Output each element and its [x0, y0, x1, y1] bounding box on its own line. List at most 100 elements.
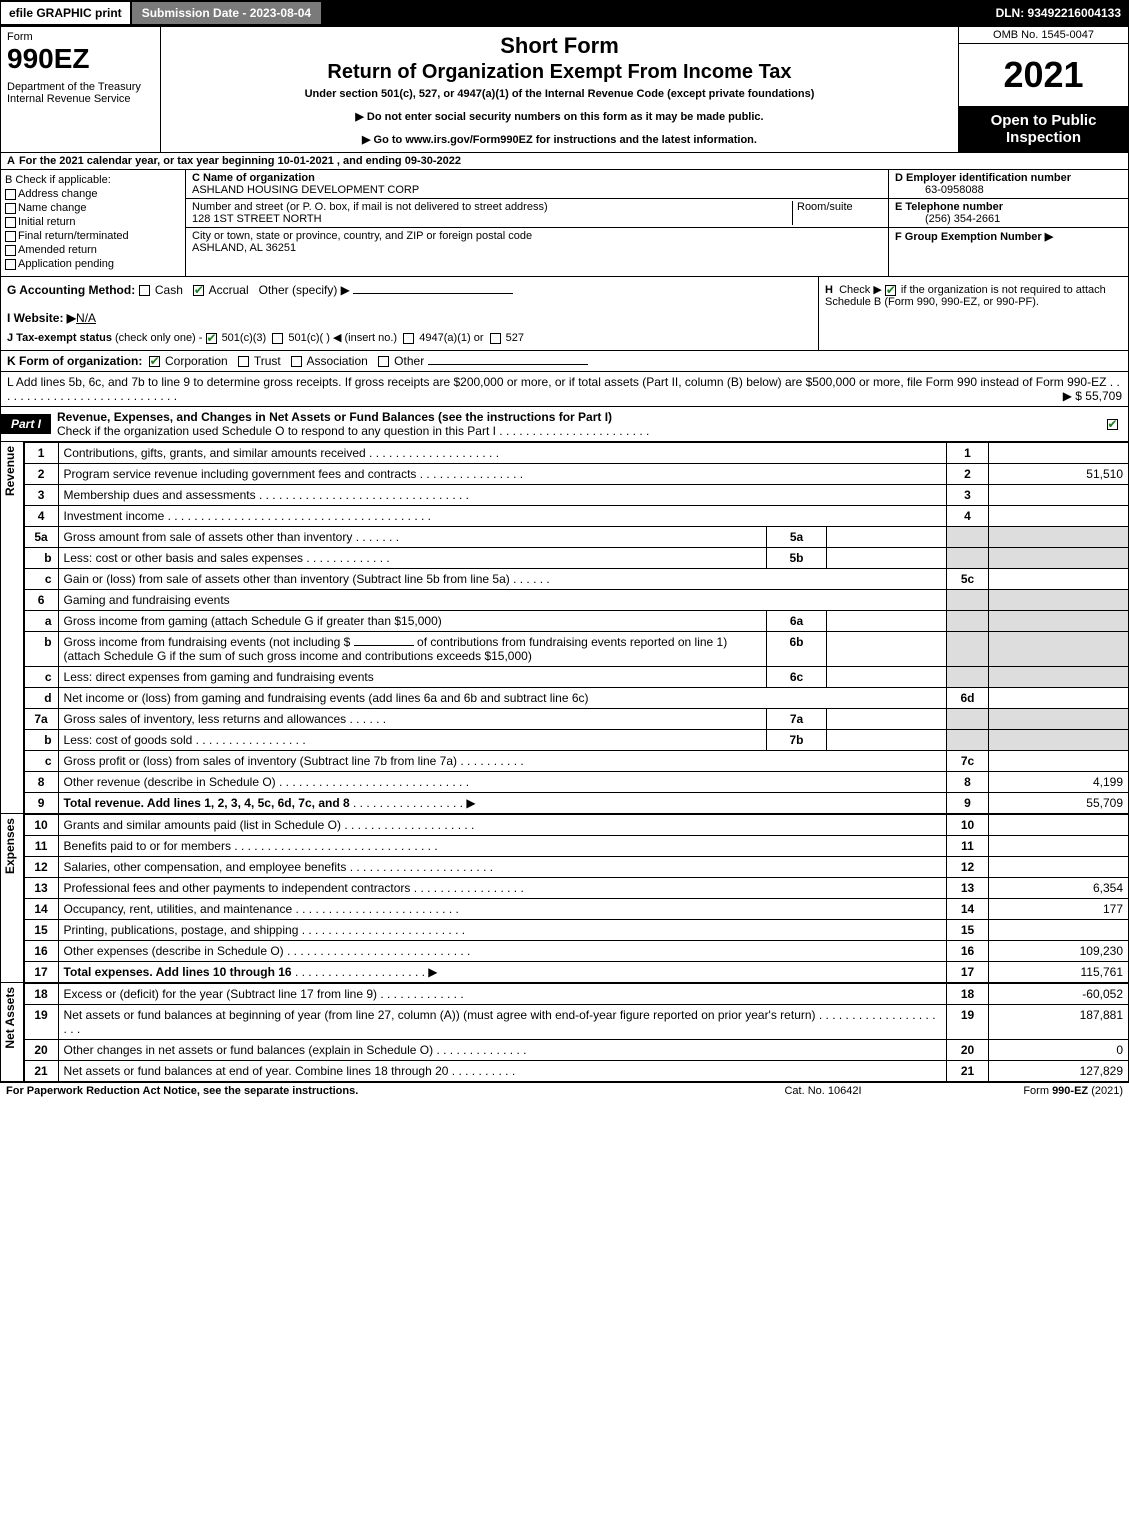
chk-schedule-o[interactable] [1107, 419, 1118, 430]
chk-amended-return[interactable]: Amended return [5, 244, 181, 256]
line-17: 17Total expenses. Add lines 10 through 1… [24, 962, 1128, 983]
chk-corporation[interactable] [149, 356, 160, 367]
title-return: Return of Organization Exempt From Incom… [167, 61, 952, 84]
chk-schedule-b[interactable] [885, 285, 896, 296]
chk-address-change[interactable]: Address change [5, 188, 181, 200]
tax-year: 2021 [959, 44, 1128, 106]
c-city-label: City or town, state or province, country… [192, 230, 882, 242]
c-name-label: C Name of organization [192, 172, 882, 184]
line-6a: aGross income from gaming (attach Schedu… [24, 611, 1128, 632]
line-16: 16Other expenses (describe in Schedule O… [24, 941, 1128, 962]
line-12: 12Salaries, other compensation, and empl… [24, 857, 1128, 878]
line-6: 6Gaming and fundraising events [24, 590, 1128, 611]
footer-left: For Paperwork Reduction Act Notice, see … [6, 1085, 723, 1097]
phone-value: (256) 354-2661 [895, 213, 1122, 225]
chk-accrual[interactable] [193, 285, 204, 296]
chk-cash[interactable] [139, 285, 150, 296]
line-5c: cGain or (loss) from sale of assets othe… [24, 569, 1128, 590]
line-4: 4Investment income . . . . . . . . . . .… [24, 506, 1128, 527]
chk-name-change[interactable]: Name change [5, 202, 181, 214]
submission-date: Submission Date - 2023-08-04 [131, 1, 322, 25]
line-7b: bLess: cost of goods sold . . . . . . . … [24, 730, 1128, 751]
part-i-bar: Part I [1, 414, 51, 434]
line-7c: cGross profit or (loss) from sales of in… [24, 751, 1128, 772]
line-1: 1Contributions, gifts, grants, and simil… [24, 443, 1128, 464]
chk-other-org[interactable] [378, 356, 389, 367]
line-11: 11Benefits paid to or for members . . . … [24, 836, 1128, 857]
column-def: D Employer identification number 63-0958… [888, 170, 1128, 276]
line-18: 18Excess or (deficit) for the year (Subt… [24, 984, 1128, 1005]
net-assets-side-label: Net Assets [0, 983, 24, 1082]
line-15: 15Printing, publications, postage, and s… [24, 920, 1128, 941]
part-i-header: Part I Revenue, Expenses, and Changes in… [0, 407, 1129, 442]
line-5a: 5aGross amount from sale of assets other… [24, 527, 1128, 548]
subtitle: Under section 501(c), 527, or 4947(a)(1)… [167, 88, 952, 100]
department-label: Department of the Treasury Internal Reve… [7, 81, 154, 105]
line-21: 21Net assets or fund balances at end of … [24, 1061, 1128, 1082]
expenses-table: 10Grants and similar amounts paid (list … [24, 814, 1129, 983]
open-to-public: Open to Public Inspection [959, 106, 1128, 152]
org-name: ASHLAND HOUSING DEVELOPMENT CORP [192, 184, 882, 196]
dln-label: DLN: 93492216004133 [996, 6, 1129, 20]
page-footer: For Paperwork Reduction Act Notice, see … [0, 1082, 1129, 1099]
c-addr-label: Number and street (or P. O. box, if mail… [192, 201, 792, 213]
info-grid: B Check if applicable: Address change Na… [0, 170, 1129, 277]
header-right: OMB No. 1545-0047 2021 Open to Public In… [958, 27, 1128, 152]
footer-right: Form 990-EZ (2021) [923, 1085, 1123, 1097]
column-c: C Name of organization ASHLAND HOUSING D… [186, 170, 888, 276]
omb-number: OMB No. 1545-0047 [959, 27, 1128, 44]
title-short-form: Short Form [167, 33, 952, 59]
note-link: ▶ Go to www.irs.gov/Form990EZ for instru… [167, 133, 952, 146]
ein-value: 63-0958088 [895, 184, 1122, 196]
column-b: B Check if applicable: Address change Na… [1, 170, 186, 276]
line-a: AFor the 2021 calendar year, or tax year… [0, 153, 1129, 170]
line-6d: dNet income or (loss) from gaming and fu… [24, 688, 1128, 709]
chk-4947[interactable] [403, 333, 414, 344]
revenue-table: 1Contributions, gifts, grants, and simil… [24, 442, 1129, 814]
line-i: I Website: ▶N/A [7, 311, 812, 325]
line-10: 10Grants and similar amounts paid (list … [24, 815, 1128, 836]
line-3: 3Membership dues and assessments . . . .… [24, 485, 1128, 506]
chk-application-pending[interactable]: Application pending [5, 258, 181, 270]
room-suite-label: Room/suite [792, 201, 882, 225]
row-g-h: G Accounting Method: Cash Accrual Other … [0, 277, 1129, 351]
f-header: F Group Exemption Number ▶ [895, 230, 1122, 243]
revenue-side-label: Revenue [0, 442, 24, 814]
line-2: 2Program service revenue including gover… [24, 464, 1128, 485]
chk-initial-return[interactable]: Initial return [5, 216, 181, 228]
part-i-check-text: Check if the organization used Schedule … [57, 424, 496, 438]
net-assets-table: 18Excess or (deficit) for the year (Subt… [24, 983, 1129, 1082]
form-label: Form [7, 31, 154, 43]
note-ssn: ▶ Do not enter social security numbers o… [167, 110, 952, 123]
line-20: 20Other changes in net assets or fund ba… [24, 1040, 1128, 1061]
chk-trust[interactable] [238, 356, 249, 367]
net-assets-section: Net Assets 18Excess or (deficit) for the… [0, 983, 1129, 1082]
header-left: Form 990EZ Department of the Treasury In… [1, 27, 161, 152]
line-l: L Add lines 5b, 6c, and 7b to line 9 to … [0, 372, 1129, 407]
efile-button[interactable]: efile GRAPHIC print [0, 1, 131, 25]
org-city: ASHLAND, AL 36251 [192, 242, 882, 254]
line-8: 8Other revenue (describe in Schedule O) … [24, 772, 1128, 793]
e-header: E Telephone number [895, 201, 1122, 213]
expenses-side-label: Expenses [0, 814, 24, 983]
line-g: G Accounting Method: Cash Accrual Other … [7, 283, 812, 297]
org-address: 128 1ST STREET NORTH [192, 213, 792, 225]
b-header: B Check if applicable: [5, 174, 181, 186]
expenses-section: Expenses 10Grants and similar amounts pa… [0, 814, 1129, 983]
line-h: H Check ▶ if the organization is not req… [818, 277, 1128, 350]
chk-association[interactable] [291, 356, 302, 367]
line-6b: bGross income from fundraising events (n… [24, 632, 1128, 667]
footer-center: Cat. No. 10642I [723, 1085, 923, 1097]
chk-527[interactable] [490, 333, 501, 344]
chk-final-return[interactable]: Final return/terminated [5, 230, 181, 242]
header-center: Short Form Return of Organization Exempt… [161, 27, 958, 152]
line-6c: cLess: direct expenses from gaming and f… [24, 667, 1128, 688]
chk-501c[interactable] [272, 333, 283, 344]
line-7a: 7aGross sales of inventory, less returns… [24, 709, 1128, 730]
line-j: J Tax-exempt status (check only one) - 5… [7, 331, 812, 344]
line-14: 14Occupancy, rent, utilities, and mainte… [24, 899, 1128, 920]
part-i-title: Revenue, Expenses, and Changes in Net As… [57, 410, 612, 424]
line-13: 13Professional fees and other payments t… [24, 878, 1128, 899]
revenue-section: Revenue 1Contributions, gifts, grants, a… [0, 442, 1129, 814]
chk-501c3[interactable] [206, 333, 217, 344]
